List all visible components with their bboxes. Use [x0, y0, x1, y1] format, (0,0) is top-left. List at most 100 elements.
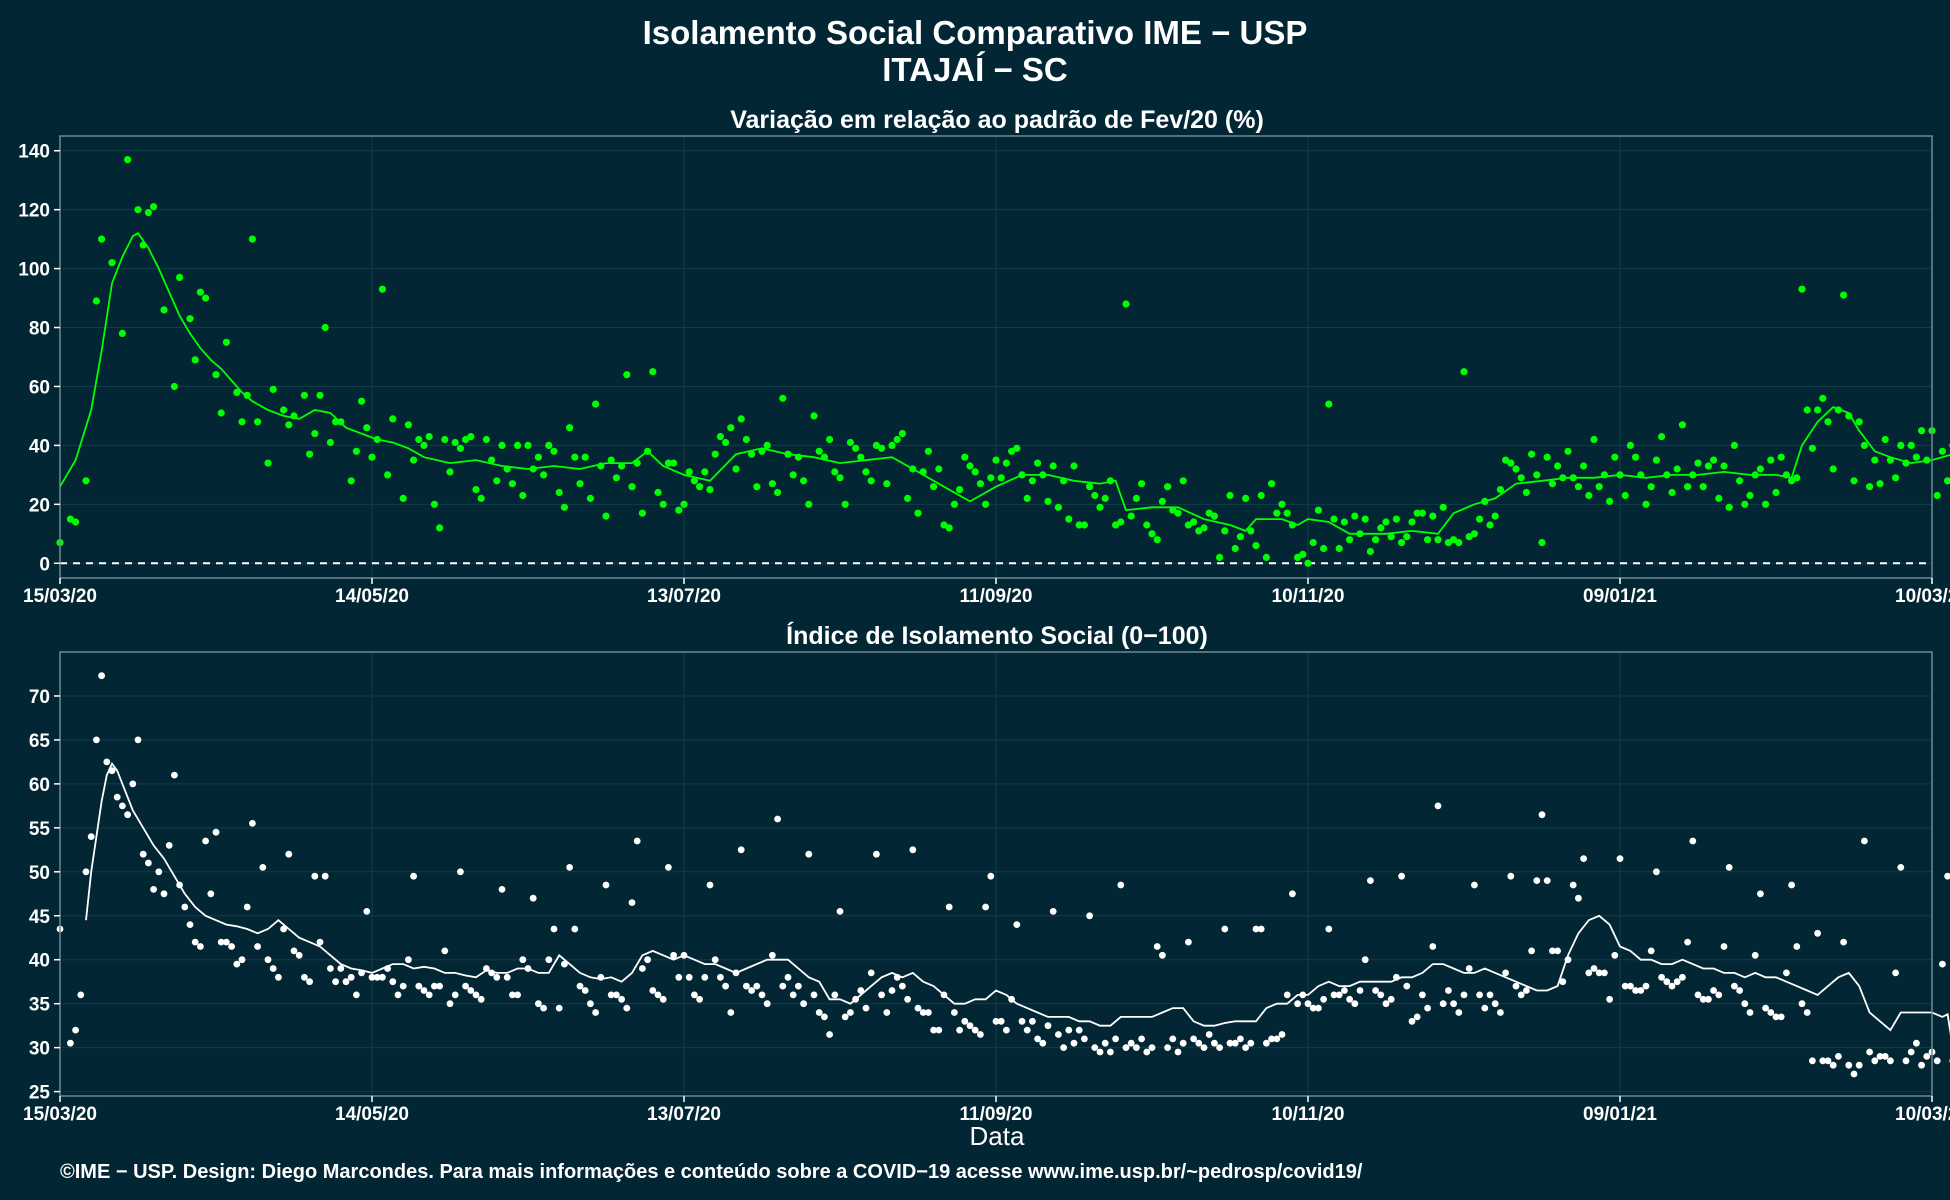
bottom-data-point [1705, 995, 1712, 1003]
bottom-data-point [623, 1004, 631, 1012]
bottom-data-point [966, 1022, 974, 1030]
bottom-data-point [956, 1026, 963, 1034]
bottom-data-point [779, 982, 787, 990]
top-data-point [1548, 480, 1556, 488]
top-data-point [800, 477, 808, 485]
top-data-point [1554, 462, 1562, 470]
top-data-point [1216, 553, 1224, 562]
bottom-data-point [124, 811, 131, 819]
top-data-point [1611, 453, 1619, 461]
top-data-point [1652, 456, 1660, 464]
bottom-data-point [1798, 1000, 1806, 1008]
bottom-data-point [1351, 1000, 1359, 1008]
bottom-data-point [394, 991, 402, 999]
top-data-point [430, 500, 438, 508]
bottom-data-point [633, 837, 641, 845]
bottom-data-point [836, 908, 844, 915]
bottom-data-point [1653, 868, 1660, 876]
bottom-data-point [602, 881, 610, 889]
bottom-data-point [670, 951, 677, 959]
top-data-point [1257, 491, 1265, 500]
top-data-point [285, 421, 293, 429]
top-data-point [826, 435, 834, 444]
top-data-point [1044, 497, 1052, 505]
bottom-data-point [992, 1017, 1000, 1025]
bottom-data-point [1065, 1026, 1073, 1034]
top-data-point [638, 509, 647, 517]
bottom-data-point [1252, 925, 1260, 933]
bottom-x-tick-label: 14/05/20 [335, 1104, 409, 1125]
bottom-data-point [77, 991, 85, 999]
top-data-point [1777, 453, 1785, 461]
top-data-point [363, 424, 371, 432]
bottom-data-point [389, 978, 397, 986]
bottom-data-point [202, 837, 210, 845]
bottom-data-point [1850, 1070, 1858, 1078]
top-data-point [482, 435, 490, 444]
bottom-data-point [150, 886, 158, 893]
bottom-data-point [1341, 987, 1348, 994]
bottom-data-point [1387, 995, 1395, 1003]
top-data-point [883, 480, 891, 488]
bottom-data-point [1803, 1009, 1811, 1016]
bottom-data-point [425, 991, 433, 999]
top-data-point [628, 483, 636, 491]
top-data-point [815, 447, 823, 455]
top-data-point [1174, 509, 1182, 517]
bottom-data-point [654, 991, 662, 999]
bottom-data-point [977, 1031, 984, 1038]
bottom-data-point [1081, 1035, 1088, 1043]
bottom-data-point [649, 987, 657, 994]
top-data-point [456, 444, 464, 452]
bottom-y-tick-label: 25 [29, 1083, 51, 1104]
bottom-data-point [555, 1004, 563, 1012]
top-data-point [1231, 544, 1239, 553]
bottom-data-point [1684, 938, 1691, 946]
bottom-data-point [1200, 1044, 1208, 1051]
top-data-point [992, 456, 1000, 464]
bottom-data-point [165, 842, 173, 849]
top-data-point [1840, 291, 1848, 299]
bottom-data-point [1632, 987, 1639, 994]
top-data-point [768, 480, 777, 488]
top-data-point [987, 474, 995, 482]
bottom-data-point [477, 995, 485, 1003]
bottom-data-point [1533, 877, 1541, 884]
bottom-data-point [1907, 1048, 1915, 1056]
bottom-data-point [1855, 1061, 1863, 1069]
bottom-data-point [1320, 995, 1327, 1003]
top-data-point [1512, 465, 1520, 473]
top-data-point [389, 415, 397, 423]
top-x-tick-label: 10/03/21 [1895, 586, 1950, 607]
bottom-x-tick-label: 09/01/21 [1583, 1104, 1657, 1125]
bottom-data-point [997, 1017, 1005, 1025]
bottom-data-point [1481, 1004, 1489, 1012]
top-data-point [472, 486, 480, 494]
bottom-data-point [1892, 969, 1899, 977]
top-data-point [1517, 474, 1525, 482]
top-moving-average-line [59, 232, 1950, 535]
bottom-data-point [561, 960, 568, 968]
top-data-point [217, 409, 225, 417]
top-data-point [976, 480, 985, 488]
top-data-point [1647, 483, 1655, 491]
bottom-data-point [618, 995, 625, 1003]
bottom-data-point [217, 938, 225, 946]
top-data-point [441, 435, 449, 444]
top-data-point [555, 488, 563, 497]
bottom-data-point [1091, 1044, 1099, 1051]
top-data-point [477, 494, 485, 502]
top-data-point [300, 391, 308, 399]
bottom-data-point [951, 1009, 958, 1016]
bottom-data-point [321, 872, 329, 880]
top-data-point [1091, 491, 1099, 500]
bottom-data-point [592, 1009, 599, 1016]
bottom-data-point [1881, 1053, 1889, 1060]
top-data-point [1876, 480, 1884, 488]
top-data-point [1143, 521, 1151, 529]
bottom-data-point [1720, 943, 1728, 950]
top-data-point [191, 356, 199, 364]
top-data-point [1023, 494, 1031, 502]
top-panel: 0 20 40 60 80 100 120 140 15/03/20 14/05/20 13/07/… [18, 135, 1950, 607]
main-title: Isolamento Social Comparativo IME − USP [643, 14, 1308, 51]
